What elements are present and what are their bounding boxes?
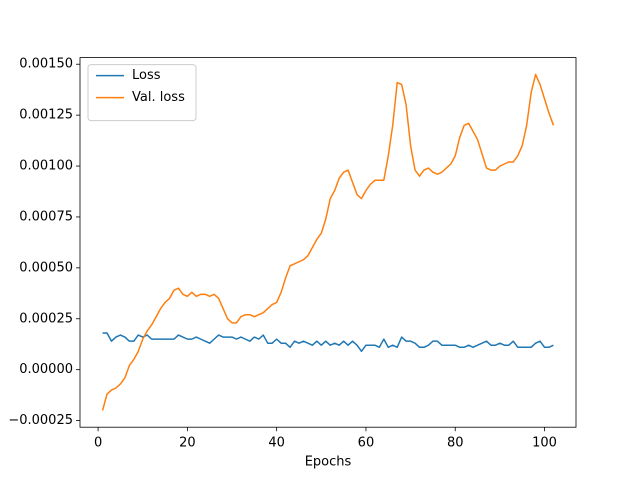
- y-tick-label: 0.00025: [19, 311, 73, 326]
- x-tick-label: 20: [179, 436, 196, 451]
- legend-label: Val. loss: [132, 90, 185, 105]
- x-axis-label: Epochs: [305, 455, 352, 470]
- x-tick-label: 40: [268, 436, 285, 451]
- x-tick-label: 80: [447, 436, 464, 451]
- y-tick-label: 0.00000: [19, 362, 73, 377]
- x-tick-label: 0: [94, 436, 102, 451]
- series-line: [101, 73, 555, 411]
- plot-frame: [79, 57, 577, 428]
- y-tick-label: 0.00100: [19, 159, 73, 174]
- y-tick-label: 0.00050: [19, 260, 73, 275]
- y-tick-label: 0.00075: [19, 209, 73, 224]
- y-tick-label: −0.00025: [8, 413, 73, 428]
- series-line: [102, 332, 554, 353]
- x-tick-label: 100: [532, 436, 557, 451]
- y-tick-label: 0.00125: [19, 108, 73, 123]
- y-tick-label: 0.00150: [19, 57, 73, 72]
- x-tick-label: 60: [358, 436, 375, 451]
- legend-label: Loss: [132, 68, 161, 83]
- legend-box: [87, 64, 197, 122]
